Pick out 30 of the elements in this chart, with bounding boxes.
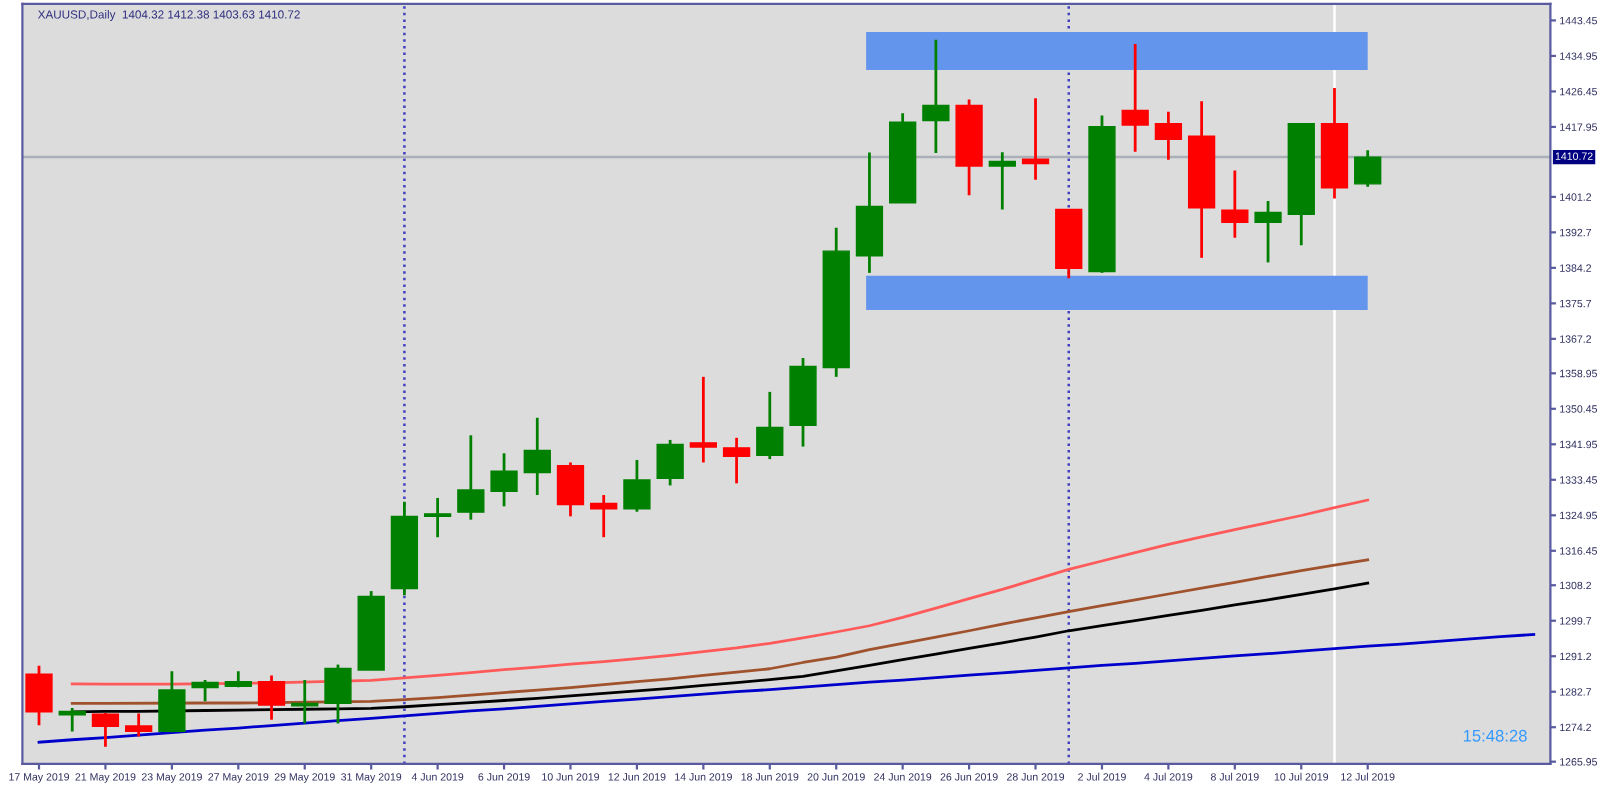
candlestick: [623, 458, 651, 514]
candlestick: [1221, 169, 1249, 240]
candlestick: [125, 712, 153, 738]
candlestick: [922, 38, 950, 155]
candlestick: [25, 664, 53, 727]
candlestick: [689, 375, 718, 464]
candlestick: [158, 669, 186, 734]
candlestick: [756, 390, 784, 461]
candlestick: [1121, 42, 1149, 154]
candlestick: [1254, 199, 1282, 264]
candlestick: [1354, 148, 1382, 189]
candlestick: [1154, 110, 1183, 162]
candlestick: [1021, 96, 1050, 182]
line-series: [37, 633, 1536, 744]
candlestick: [324, 663, 352, 725]
candlestick: [291, 678, 319, 725]
candlestick: [988, 150, 1016, 211]
candlestick: [191, 678, 219, 703]
candlestick: [656, 438, 684, 487]
candlestick: [556, 461, 585, 518]
line-series: [70, 558, 1370, 705]
candlestick: [257, 674, 286, 722]
candlestick: [722, 436, 751, 485]
candlestick: [590, 493, 618, 539]
candlestick: [457, 433, 485, 522]
candlestick: [91, 711, 120, 749]
candlestick: [490, 451, 518, 508]
candlestick: [523, 416, 551, 497]
annotation: 15:48:28: [1463, 729, 1527, 742]
candlestick: [423, 496, 452, 539]
